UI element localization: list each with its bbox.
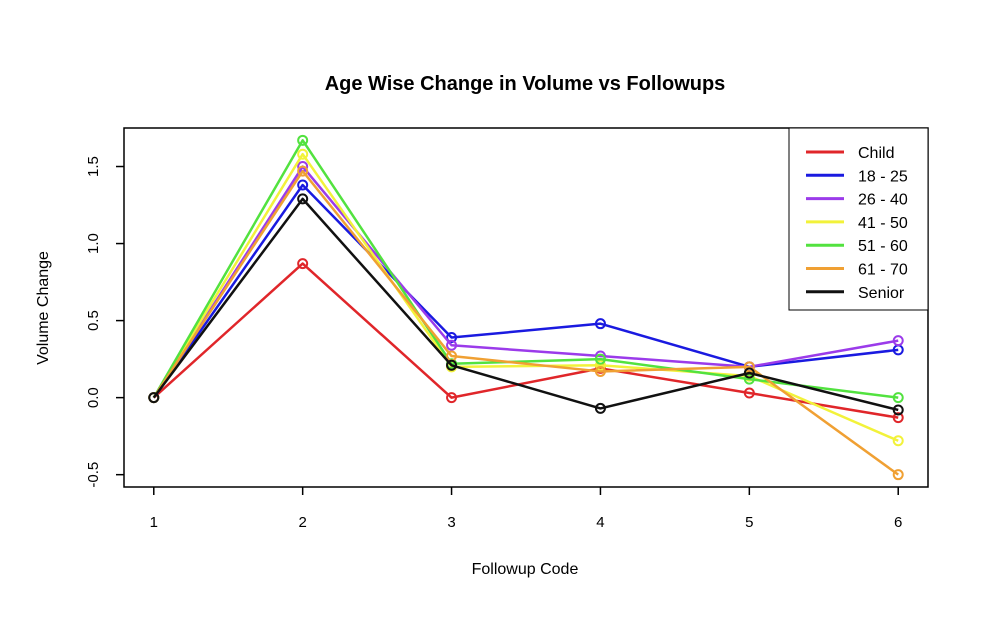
data-point — [446, 359, 458, 371]
data-point — [297, 134, 309, 146]
data-point — [594, 353, 606, 365]
data-point — [892, 392, 904, 404]
x-axis-label: Followup Code — [472, 561, 579, 578]
y-tick-label: -0.5 — [85, 462, 102, 488]
x-tick-label: 5 — [745, 514, 753, 531]
data-point — [743, 387, 755, 399]
x-tick-label: 3 — [447, 514, 455, 531]
data-point — [594, 402, 606, 414]
series-line — [152, 165, 899, 399]
data-point — [297, 193, 309, 205]
data-point — [297, 258, 309, 270]
series-line — [152, 262, 899, 419]
data-point — [594, 365, 606, 377]
data-point — [594, 318, 606, 330]
x-tick-label: 4 — [596, 514, 604, 531]
x-axis: 1 2 3 4 5 6 — [150, 487, 902, 531]
series-line — [152, 183, 899, 399]
data-point — [297, 148, 309, 160]
data-point — [743, 361, 755, 373]
data-point — [743, 373, 755, 385]
legend: Child 18 - 25 26 - 40 41 - 50 51 - 60 61 - 70… — [788, 127, 929, 311]
legend-label: 41 - 50 — [858, 215, 908, 232]
legend-label: 61 - 70 — [858, 262, 908, 279]
data-point — [892, 335, 904, 347]
data-point — [892, 435, 904, 447]
x-tick-label: 1 — [150, 514, 158, 531]
series-line — [152, 139, 899, 399]
data-point — [594, 359, 606, 371]
legend-label: Child — [858, 145, 894, 162]
y-tick-label: 0.0 — [85, 387, 102, 408]
legend-label: 26 - 40 — [858, 192, 908, 209]
chart-title: Age Wise Change in Volume vs Followups — [325, 73, 726, 95]
data-point — [892, 404, 904, 416]
legend-label: 51 - 60 — [858, 238, 908, 255]
legend-label: 18 - 25 — [858, 168, 908, 185]
y-tick-label: 1.0 — [85, 233, 102, 254]
data-point — [297, 179, 309, 191]
data-point — [446, 392, 458, 404]
data-point — [743, 367, 755, 379]
series-group — [148, 193, 904, 416]
x-tick-label: 2 — [298, 514, 306, 531]
legend-label: Senior — [858, 285, 905, 302]
data-point — [148, 392, 160, 404]
series-line — [152, 152, 899, 442]
legend-box — [788, 127, 929, 311]
series-group — [148, 165, 904, 481]
y-axis: -0.5 0.0 0.5 1.0 1.5 — [85, 156, 124, 488]
data-point — [297, 165, 309, 177]
data-point — [892, 469, 904, 481]
y-tick-label: 1.5 — [85, 156, 102, 177]
data-point — [446, 339, 458, 351]
y-tick-label: 0.5 — [85, 310, 102, 331]
data-point — [446, 332, 458, 344]
x-tick-label: 6 — [894, 514, 902, 531]
series-layer — [148, 134, 904, 481]
series-line — [152, 169, 899, 476]
data-point — [892, 412, 904, 424]
y-axis-label: Volume Change — [35, 251, 52, 365]
series-line — [152, 197, 899, 412]
